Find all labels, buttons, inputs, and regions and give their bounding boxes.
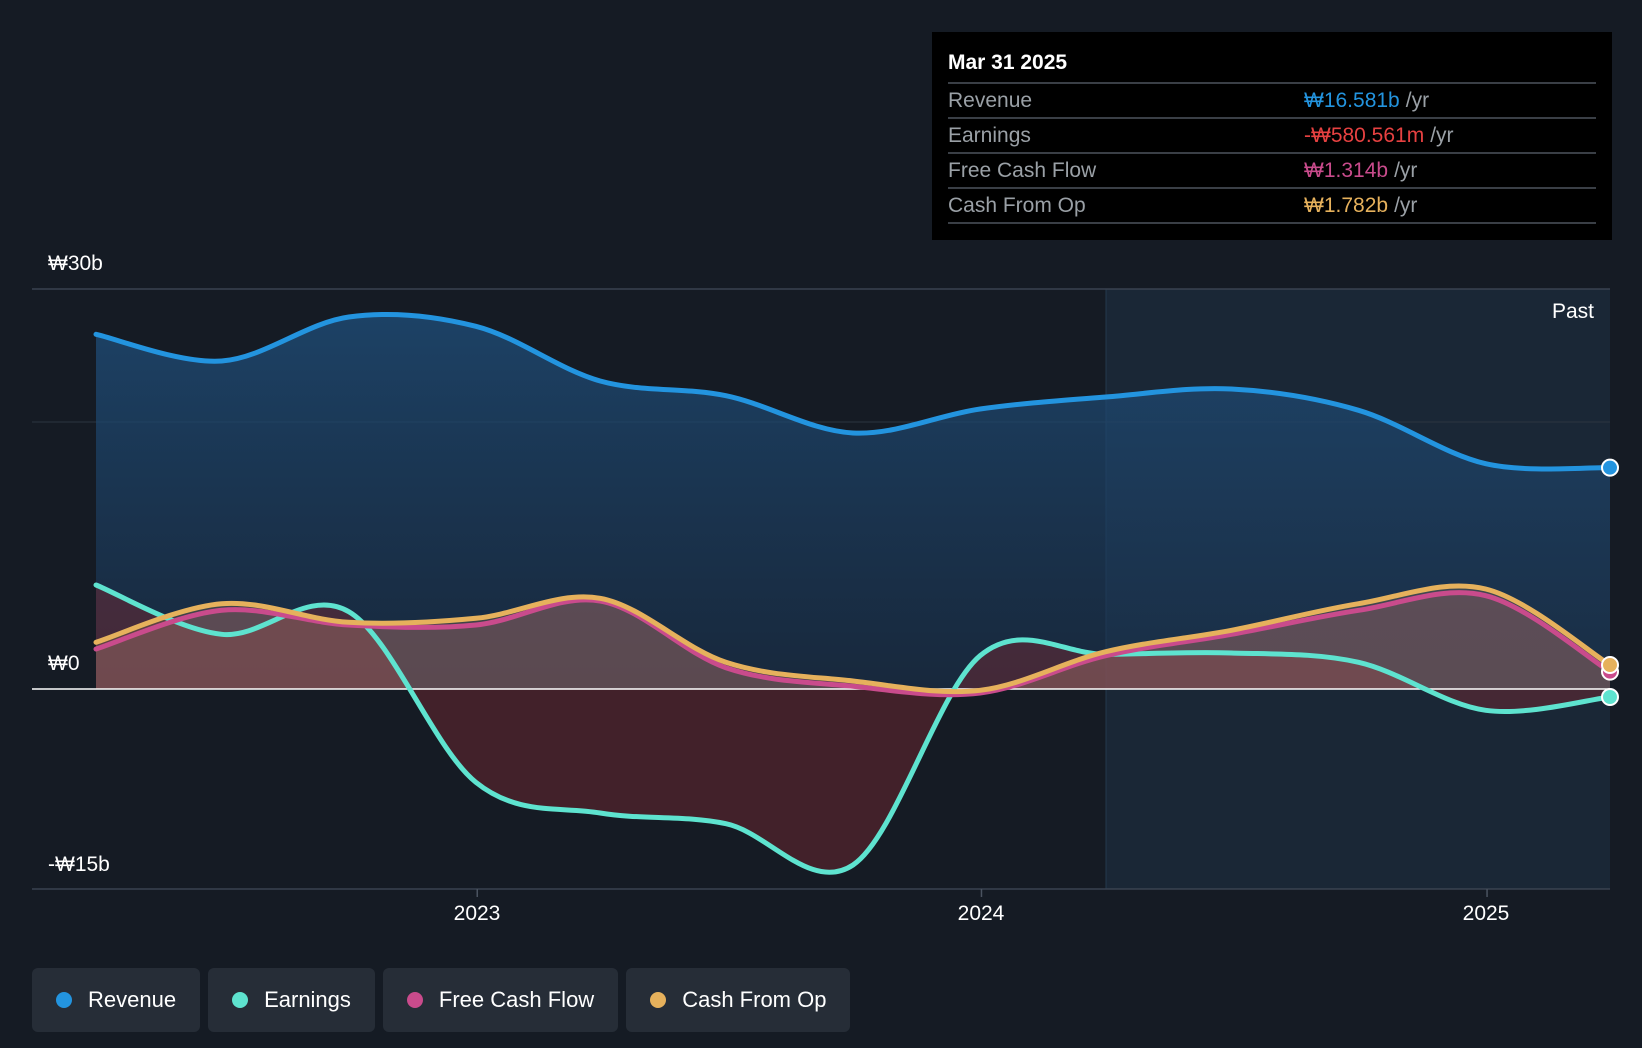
- past-label: Past: [1551, 300, 1594, 323]
- tooltip-row-label: Revenue: [948, 89, 1033, 112]
- series-line-revenue[interactable]: [93, 311, 1613, 472]
- series-line-cash-from-op[interactable]: [93, 583, 1613, 695]
- series-area-earnings: [96, 585, 1610, 873]
- legend-label: Revenue: [88, 987, 177, 1012]
- legend-dot-icon: [650, 992, 667, 1008]
- legend-dot-icon: [232, 992, 249, 1008]
- tooltip-row-revenue: Revenue ₩16.581b /yr: [948, 82, 1596, 117]
- tooltip: Mar 31 2025 Revenue ₩16.581b /yr Earning…: [932, 32, 1612, 240]
- legend: Revenue Earnings Free Cash Flow Cash Fro…: [32, 968, 851, 1032]
- legend-label: Earnings: [264, 987, 351, 1012]
- tooltip-row-value: ₩1.314b: [1304, 159, 1389, 182]
- x-tick-label-2024: 2024: [957, 902, 1005, 925]
- legend-item-free-cash-flow[interactable]: Free Cash Flow: [382, 968, 619, 1032]
- tooltip-row-earnings: Earnings -₩580.561m /yr: [948, 117, 1596, 152]
- legend-dot-icon: [406, 992, 423, 1008]
- tooltip-row-value: ₩16.581b: [1304, 89, 1400, 112]
- y-tick-label-zero: ₩0: [48, 652, 80, 675]
- tooltip-row-value: -₩580.561m: [1304, 124, 1425, 147]
- series-line-free-cash-flow[interactable]: [93, 590, 1613, 698]
- y-tick-label-top: ₩30b: [48, 252, 103, 275]
- legend-item-cash-from-op[interactable]: Cash From Op: [626, 968, 851, 1032]
- series-line-earnings[interactable]: [93, 582, 1613, 875]
- tooltip-row-unit: /yr: [1405, 89, 1430, 112]
- x-tick-label-2025: 2025: [1462, 902, 1510, 925]
- tooltip-row-unit: /yr: [1394, 194, 1418, 217]
- series-endpoint-cash-from-op[interactable]: [1601, 656, 1619, 674]
- legend-item-earnings[interactable]: Earnings: [208, 968, 375, 1032]
- series-endpoint-revenue[interactable]: [1601, 458, 1619, 477]
- tooltip-row-label: Earnings: [948, 124, 1031, 147]
- legend-item-revenue[interactable]: Revenue: [32, 968, 201, 1032]
- tooltip-row-unit: /yr: [1430, 124, 1454, 147]
- x-tick-label-2023: 2023: [453, 902, 501, 925]
- tooltip-row-unit: /yr: [1394, 159, 1418, 182]
- series-area-revenue: [96, 314, 1610, 689]
- tooltip-row-value: ₩1.782b: [1304, 194, 1389, 217]
- series-area-cash-from-op: [96, 585, 1610, 692]
- tooltip-row-cash-from-op: Cash From Op ₩1.782b /yr: [948, 187, 1596, 224]
- legend-dot-icon: [56, 992, 72, 1008]
- series-area-free-cash-flow: [96, 592, 1610, 695]
- y-tick-label-bottom: -₩15b: [48, 853, 110, 876]
- tooltip-date: Mar 31 2025: [948, 51, 1068, 74]
- tooltip-row-free-cash-flow: Free Cash Flow ₩1.314b /yr: [948, 152, 1596, 187]
- tooltip-row-label: Free Cash Flow: [948, 159, 1097, 182]
- legend-label: Cash From Op: [682, 987, 827, 1012]
- series-endpoint-earnings[interactable]: [1601, 688, 1619, 706]
- tooltip-row-label: Cash From Op: [948, 194, 1086, 217]
- legend-label: Free Cash Flow: [438, 987, 595, 1012]
